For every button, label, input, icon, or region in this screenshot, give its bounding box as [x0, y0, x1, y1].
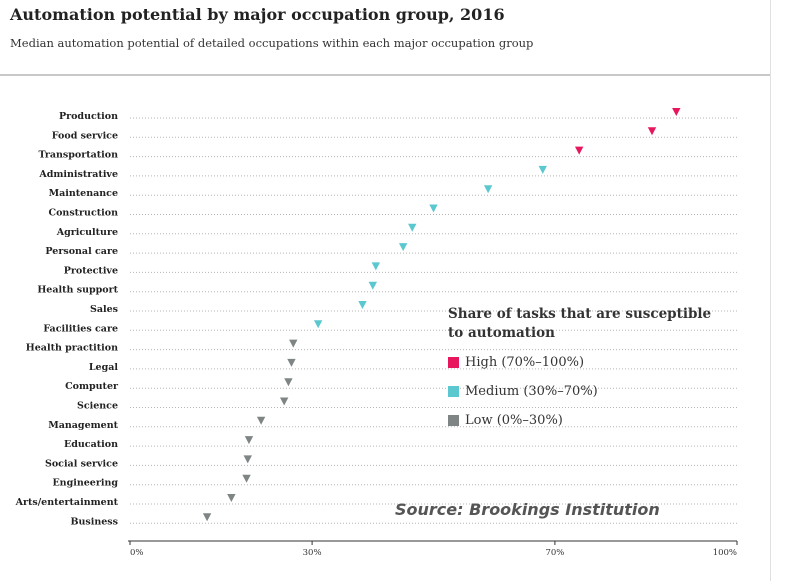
category-label: Science	[77, 401, 118, 412]
category-label: Social service	[45, 458, 118, 469]
data-point-marker	[483, 185, 493, 194]
data-point-marker	[574, 146, 584, 155]
category-label: Production	[59, 111, 118, 122]
legend-label-low: Low (0%–30%)	[465, 413, 563, 428]
data-point-marker	[243, 455, 252, 464]
data-point-marker	[242, 474, 251, 483]
category-label: Education	[64, 439, 118, 450]
chart-header: Automation potential by major occupation…	[0, 0, 770, 76]
x-tick-label: 30%	[303, 548, 322, 558]
data-point-marker	[256, 416, 266, 425]
dot-plot-chart: Production Food service Transportation Admi…	[15, 108, 738, 558]
category-label: Health support	[37, 285, 118, 296]
data-point-marker	[313, 320, 323, 329]
data-point-marker	[284, 378, 293, 387]
legend-item-medium: Medium (30%–70%)	[448, 382, 718, 401]
legend-label-medium: Medium (30%–70%)	[465, 384, 598, 399]
category-label: Management	[48, 420, 118, 431]
category-label: Protective	[64, 265, 118, 276]
data-point-marker	[202, 513, 212, 522]
legend-title: Share of tasks that are susceptible to a…	[448, 306, 712, 341]
category-label: Legal	[89, 362, 119, 373]
data-point-marker	[538, 165, 547, 174]
category-label: Health practition	[26, 343, 118, 354]
legend-item-high: High (70%–100%)	[448, 353, 718, 372]
legend-label-high: High (70%–100%)	[465, 355, 585, 370]
legend-swatch-low	[448, 415, 459, 426]
data-point-marker	[398, 243, 408, 252]
category-label: Agriculture	[56, 227, 118, 238]
legend-swatch-high	[448, 357, 459, 368]
data-point-marker	[408, 223, 417, 232]
data-point-marker	[647, 127, 657, 136]
data-point-marker	[227, 494, 236, 502]
frame-edge	[770, 0, 771, 581]
data-point-marker	[672, 108, 681, 116]
category-label: Business	[70, 516, 118, 527]
x-tick-label: 100%	[713, 548, 737, 558]
category-label: Computer	[65, 381, 119, 392]
category-label: Construction	[49, 208, 119, 219]
x-tick-label: 70%	[545, 548, 564, 558]
data-point-marker	[371, 262, 381, 271]
category-label: Facilities care	[43, 323, 118, 334]
data-point-marker	[429, 204, 438, 213]
data-point-marker	[289, 339, 298, 348]
chart-title: Automation potential by major occupation…	[10, 5, 505, 24]
x-tick-label: 0%	[130, 548, 144, 558]
category-label: Engineering	[52, 478, 118, 489]
category-label: Sales	[90, 304, 118, 315]
category-label: Food service	[52, 130, 118, 141]
category-label: Transportation	[38, 150, 118, 161]
data-point-marker	[279, 397, 289, 406]
legend: Share of tasks that are susceptible to a…	[448, 305, 718, 430]
data-point-marker	[368, 281, 377, 290]
legend-swatch-medium	[448, 386, 459, 397]
category-label: Maintenance	[49, 188, 118, 199]
category-label: Arts/entertainment	[15, 497, 119, 508]
data-point-marker	[287, 358, 296, 367]
data-point-marker	[244, 436, 254, 445]
source-note: Source: Brookings Institution	[395, 500, 660, 519]
chart-subtitle: Median automation potential of detailed …	[10, 36, 534, 50]
category-label: Personal care	[45, 246, 118, 257]
legend-item-low: Low (0%–30%)	[448, 411, 718, 430]
category-label: Administrative	[38, 169, 118, 180]
data-point-marker	[358, 301, 367, 309]
